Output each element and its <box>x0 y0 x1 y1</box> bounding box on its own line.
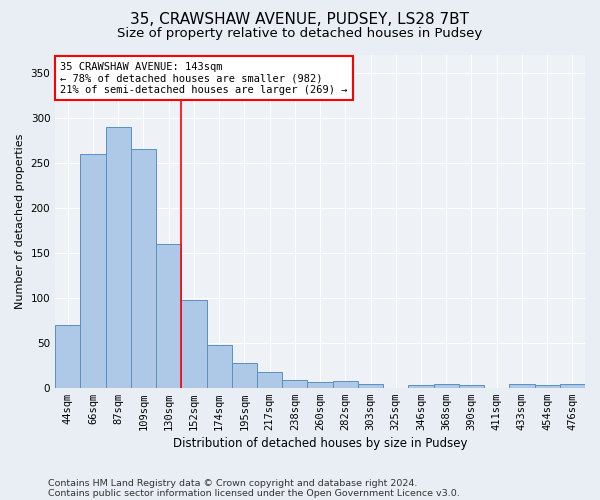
Bar <box>332 380 358 388</box>
Bar <box>106 127 131 388</box>
Bar <box>232 362 257 388</box>
Bar <box>509 384 535 388</box>
Bar <box>409 385 434 388</box>
Bar <box>55 325 80 388</box>
Bar <box>358 384 383 388</box>
Bar <box>131 150 156 388</box>
X-axis label: Distribution of detached houses by size in Pudsey: Distribution of detached houses by size … <box>173 437 467 450</box>
Text: Contains public sector information licensed under the Open Government Licence v3: Contains public sector information licen… <box>48 488 460 498</box>
Text: 35, CRAWSHAW AVENUE, PUDSEY, LS28 7BT: 35, CRAWSHAW AVENUE, PUDSEY, LS28 7BT <box>131 12 470 28</box>
Bar <box>181 300 206 388</box>
Bar <box>257 372 282 388</box>
Bar <box>80 154 106 388</box>
Bar <box>434 384 459 388</box>
Text: Contains HM Land Registry data © Crown copyright and database right 2024.: Contains HM Land Registry data © Crown c… <box>48 478 418 488</box>
Text: 35 CRAWSHAW AVENUE: 143sqm
← 78% of detached houses are smaller (982)
21% of sem: 35 CRAWSHAW AVENUE: 143sqm ← 78% of deta… <box>61 62 348 95</box>
Text: Size of property relative to detached houses in Pudsey: Size of property relative to detached ho… <box>118 28 482 40</box>
Bar <box>282 380 307 388</box>
Y-axis label: Number of detached properties: Number of detached properties <box>15 134 25 309</box>
Bar <box>206 344 232 388</box>
Bar <box>535 385 560 388</box>
Bar <box>307 382 332 388</box>
Bar <box>156 244 181 388</box>
Bar <box>459 385 484 388</box>
Bar <box>560 384 585 388</box>
